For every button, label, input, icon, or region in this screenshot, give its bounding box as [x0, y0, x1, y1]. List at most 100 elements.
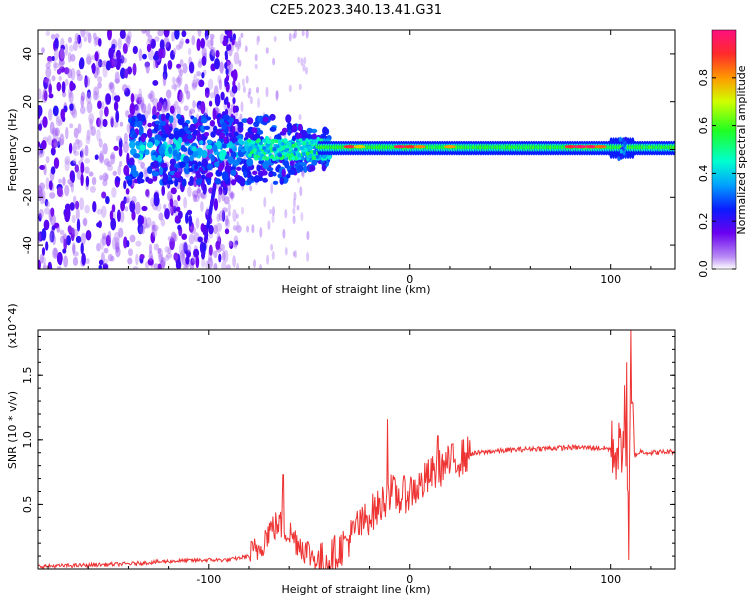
- heatmap-cell: [91, 62, 96, 74]
- heatmap-cell: [109, 115, 115, 127]
- heatmap-cell: [193, 248, 200, 258]
- heatmap-cell: [224, 30, 228, 35]
- heatmap-cell: [198, 166, 203, 172]
- heatmap-cell: [251, 127, 258, 134]
- heatmap-cell: [39, 164, 46, 171]
- heatmap-cell: [70, 67, 76, 81]
- heatmap-cell: [148, 243, 153, 254]
- heatmap-cell: [206, 163, 214, 171]
- heatmap-cell: [94, 91, 100, 101]
- heatmap-cell: [184, 83, 189, 95]
- heatmap-cell: [39, 253, 44, 264]
- heatmap-cell: [196, 71, 202, 77]
- heatmap-cell: [72, 158, 77, 164]
- heatmap-cell: [209, 92, 216, 99]
- heatmap-cell: [45, 77, 52, 87]
- heatmap-cell: [56, 140, 61, 149]
- heatmap-cell: [173, 199, 178, 209]
- heatmap-cell: [72, 243, 76, 254]
- heatmap-cell: [80, 148, 85, 159]
- heatmap-cell: [301, 152, 306, 156]
- heatmap-cell: [191, 146, 197, 152]
- heatmap-cell: [160, 218, 166, 227]
- heatmap-cell: [197, 30, 202, 37]
- heatmap-cell: [197, 60, 203, 69]
- heatmap-cell: [285, 114, 292, 123]
- x-tick-label: 100: [600, 273, 621, 286]
- heatmap-cell: [225, 74, 230, 82]
- heatmap-cell: [124, 175, 132, 181]
- heatmap-cell: [72, 195, 77, 205]
- heatmap-cell: [107, 253, 114, 262]
- heatmap-cell: [196, 133, 203, 141]
- heatmap-cell: [176, 113, 182, 120]
- snr-x-label: Height of straight line (km): [281, 583, 430, 596]
- heatmap-cell: [38, 259, 41, 269]
- heatmap-cell: [40, 190, 46, 199]
- heatmap-cell: [297, 177, 300, 184]
- heatmap-cell: [241, 118, 249, 123]
- heatmap-cell: [122, 141, 129, 154]
- heatmap-cell: [141, 103, 147, 114]
- heatmap-cell: [296, 141, 301, 146]
- heatmap-cell: [56, 81, 62, 92]
- spectrogram-panel: -100 0 100 -40 -20 0 20 40 Height of straight l…: [6, 29, 676, 296]
- heatmap-cell: [221, 260, 227, 269]
- heatmap-cell: [234, 240, 239, 246]
- heatmap-cell: [85, 175, 90, 187]
- heatmap-cell: [201, 72, 205, 79]
- heatmap-cell: [213, 224, 219, 235]
- heatmap-cell: [94, 51, 99, 62]
- heatmap-cell: [174, 215, 180, 224]
- heatmap-cell: [225, 68, 229, 76]
- heatmap-cell: [53, 157, 60, 169]
- heatmap-cell: [101, 232, 107, 240]
- heatmap-cell: [109, 210, 114, 221]
- heatmap-cell: [169, 105, 175, 115]
- heatmap-cell: [55, 113, 60, 123]
- heatmap-cell: [181, 233, 188, 240]
- heatmap-cell: [249, 185, 253, 192]
- heatmap-cell: [55, 116, 62, 127]
- heatmap-cell: [113, 231, 120, 243]
- heatmap-cell: [39, 193, 44, 205]
- snr-multiplier: (x10^4): [6, 303, 19, 348]
- heatmap-cell: [222, 142, 227, 149]
- heatmap-cell: [229, 192, 234, 199]
- heatmap-cell: [117, 37, 122, 50]
- heatmap-cell: [302, 141, 307, 146]
- heatmap-cell: [221, 171, 229, 180]
- heatmap-cell: [216, 140, 222, 150]
- heatmap-cell: [193, 164, 199, 170]
- heatmap-cell: [129, 140, 136, 149]
- heatmap-cell: [312, 139, 317, 144]
- colorbar-tick-label: 0.0: [697, 260, 710, 278]
- heatmap-cell: [38, 189, 43, 202]
- heatmap-cell: [51, 55, 55, 62]
- heatmap-cell: [236, 40, 242, 50]
- heatmap-cell: [38, 123, 43, 131]
- heatmap-cell: [206, 221, 210, 230]
- heatmap-cell: [252, 148, 257, 153]
- heatmap-cell: [172, 47, 177, 56]
- heatmap-cell: [73, 41, 78, 52]
- heatmap-cell: [65, 207, 71, 219]
- heatmap-cell: [138, 48, 143, 62]
- heatmap-cell: [139, 144, 146, 152]
- heatmap-cell: [115, 135, 122, 142]
- heatmap-cell: [120, 67, 126, 80]
- heatmap-cell: [67, 68, 73, 79]
- heatmap-cell: [174, 171, 181, 179]
- heatmap-cell: [56, 251, 63, 265]
- heatmap-cell: [96, 129, 101, 142]
- heatmap-cell: [142, 53, 147, 60]
- colorbar-label: Normalized spectral amplitude: [735, 65, 748, 234]
- heatmap-cell: [306, 251, 310, 262]
- heatmap-cell: [129, 200, 136, 213]
- snr-y-label: SNR (10 * v/v): [6, 391, 19, 469]
- heatmap-cell: [311, 155, 316, 160]
- heatmap-cell: [301, 156, 305, 161]
- heatmap-cell: [84, 75, 88, 88]
- heatmap-cell: [201, 257, 205, 268]
- heatmap-cell: [136, 96, 142, 105]
